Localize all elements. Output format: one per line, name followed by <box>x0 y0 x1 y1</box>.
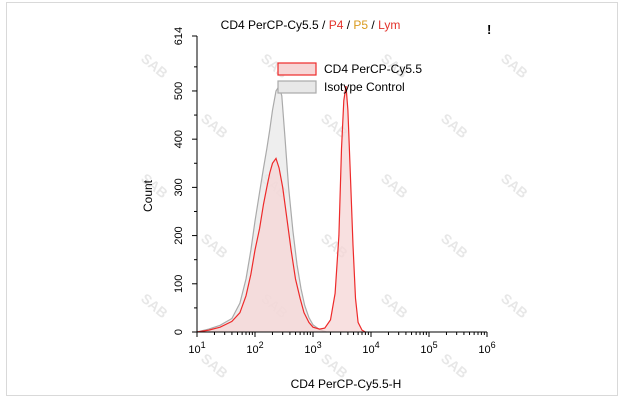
y-tick-label: 614 <box>173 27 185 45</box>
y-tick-label: 300 <box>173 178 185 196</box>
series-fill-0 <box>197 86 366 332</box>
watermark-text: SAB <box>438 350 471 381</box>
x-tick-label: 106 <box>478 340 495 356</box>
watermark-text: SAB <box>198 350 231 381</box>
watermark-text: SAB <box>498 50 531 81</box>
watermark-text: SAB <box>138 50 171 81</box>
watermark-text: SAB <box>438 230 471 261</box>
legend-swatch-1 <box>277 80 317 94</box>
title-part-2: P4 <box>328 18 344 32</box>
x-tick-label: 105 <box>420 340 437 356</box>
legend-label-0: CD4 PerCP-Cy5.5 <box>324 62 422 76</box>
y-axis-label: Count <box>141 179 155 212</box>
title-part-4: Lym <box>378 18 401 32</box>
series-line-0 <box>196 86 366 333</box>
y-tick-label: 500 <box>173 82 185 100</box>
title-part-1: CD4 PerCP-Cy5.5 <box>220 18 319 32</box>
title-sep-3: / <box>368 18 379 32</box>
watermark-text: SAB <box>378 170 411 201</box>
watermark-text: SAB <box>198 110 231 141</box>
y-tick-label: 0 <box>173 329 185 335</box>
series-line-1 <box>196 84 327 333</box>
legend-swatch-0 <box>277 62 317 76</box>
watermark-text: SAB <box>138 290 171 321</box>
x-axis-label: CD4 PerCP-Cy5.5-H <box>291 377 402 391</box>
watermark-text: SAB <box>498 170 531 201</box>
y-tick-label: 100 <box>173 275 185 293</box>
y-tick-label: 200 <box>173 226 185 244</box>
title-part-3: P5 <box>353 18 369 32</box>
title-sep-2: / <box>343 18 354 32</box>
watermark-text: SAB <box>498 290 531 321</box>
warning-flag: ! <box>487 22 492 37</box>
y-tick-label: 400 <box>173 130 185 148</box>
watermark-text: SAB <box>438 110 471 141</box>
x-tick-label: 102 <box>246 340 263 356</box>
title-sep-1: / <box>318 18 329 32</box>
chart-title: CD4 PerCP-Cy5.5 / P4 / P5 / Lym <box>0 18 621 32</box>
x-tick-label: 101 <box>188 340 205 356</box>
x-tick-label: 104 <box>362 340 379 356</box>
watermark-text: SAB <box>198 230 231 261</box>
legend-label-1: Isotype Control <box>324 80 405 94</box>
watermark-text: SAB <box>378 290 411 321</box>
x-tick-label: 103 <box>304 340 321 356</box>
